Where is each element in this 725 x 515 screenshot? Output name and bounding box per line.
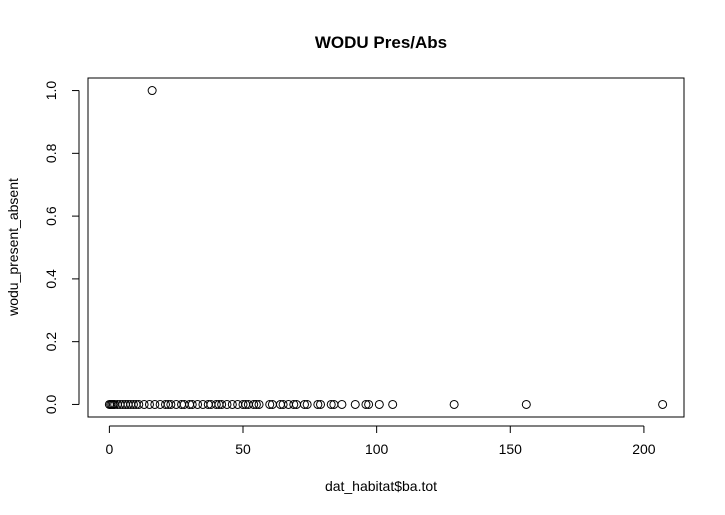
data-point <box>326 399 336 409</box>
y-tick-label: 0.4 <box>43 269 59 289</box>
data-point <box>313 399 323 409</box>
data-point <box>144 399 154 409</box>
data-point <box>166 399 176 409</box>
data-point <box>350 399 360 409</box>
data-point <box>128 399 138 409</box>
y-tick-label: 0.6 <box>43 206 59 226</box>
y-tick-label: 0.8 <box>43 143 59 163</box>
data-point <box>374 399 384 409</box>
data-point <box>254 399 264 409</box>
data-point <box>187 399 197 409</box>
data-point <box>289 399 299 409</box>
y-axis: 0.0 0.2 0.4 0.6 0.8 1.0 <box>43 81 80 415</box>
x-axis-label: dat_habitat$ba.tot <box>325 478 437 494</box>
data-point <box>299 399 309 409</box>
data-point <box>134 399 144 409</box>
data-points <box>104 86 668 409</box>
data-point <box>251 399 261 409</box>
data-point <box>388 399 398 409</box>
data-point <box>161 399 171 409</box>
x-axis: 0 50 100 150 200 <box>105 425 656 457</box>
x-tick-label: 100 <box>365 441 389 457</box>
y-tick-label: 0.2 <box>43 332 59 352</box>
data-point <box>193 399 203 409</box>
data-point <box>139 399 149 409</box>
data-point <box>227 399 237 409</box>
data-point <box>521 399 531 409</box>
data-point <box>238 399 248 409</box>
data-point <box>449 399 459 409</box>
data-point <box>265 399 275 409</box>
y-axis-label: wodu_present_absent <box>5 178 21 317</box>
data-point <box>337 399 347 409</box>
data-point <box>361 399 371 409</box>
chart-title: WODU Pres/Abs <box>315 33 447 52</box>
x-tick-label: 150 <box>499 441 523 457</box>
data-point <box>211 399 221 409</box>
data-point <box>658 399 668 409</box>
x-tick-label: 0 <box>105 441 113 457</box>
data-point <box>150 399 160 409</box>
data-point <box>147 86 157 96</box>
data-point <box>217 399 227 409</box>
x-tick-label: 50 <box>235 441 251 457</box>
plot-frame <box>87 77 685 418</box>
y-tick-label: 1.0 <box>43 81 59 101</box>
data-point <box>302 399 312 409</box>
data-point <box>222 399 232 409</box>
data-point <box>278 399 288 409</box>
y-tick-label: 0.0 <box>43 395 59 415</box>
data-point <box>249 399 259 409</box>
data-point <box>364 399 374 409</box>
x-tick-label: 200 <box>632 441 656 457</box>
data-point <box>316 399 326 409</box>
